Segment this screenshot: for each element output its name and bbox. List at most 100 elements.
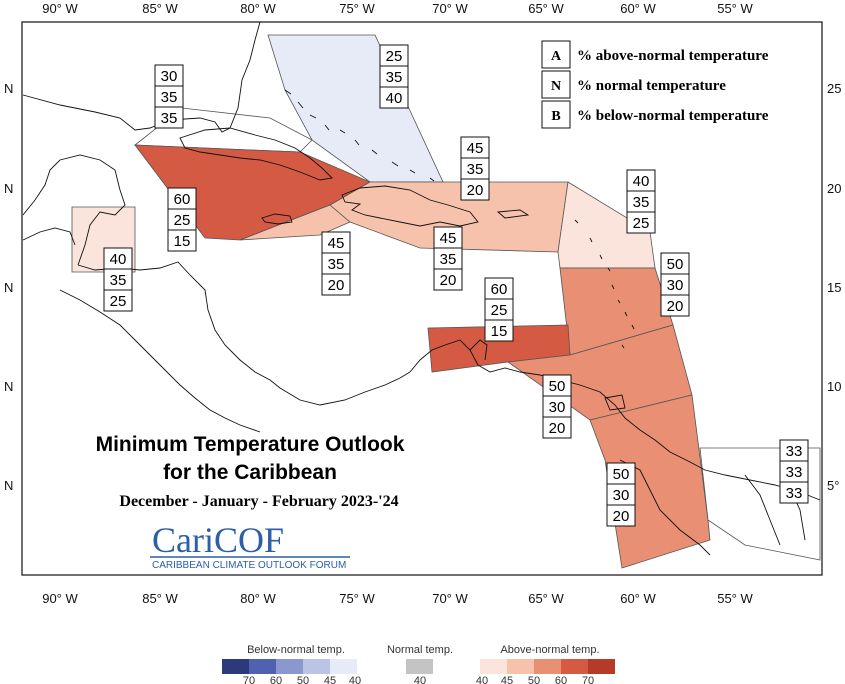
prob-below: 33 bbox=[786, 485, 803, 502]
prob-above: 45 bbox=[440, 230, 457, 247]
lat-tick-left: N bbox=[4, 181, 13, 196]
colorbar-tick: 70 bbox=[243, 675, 255, 684]
prob-below: 35 bbox=[161, 110, 178, 127]
colorbar-tick: 60 bbox=[270, 675, 282, 684]
colorbar-tick: 70 bbox=[582, 675, 594, 684]
prob-below: 20 bbox=[440, 272, 457, 289]
colorbar-tick: 40 bbox=[476, 675, 488, 684]
lat-tick-left: N bbox=[4, 280, 13, 295]
longitude-axis-top: 90° W 85° W 80° W 75° W 70° W 65° W 60° … bbox=[42, 1, 753, 16]
colorbar-swatch bbox=[588, 659, 615, 674]
logo-name: CariCOF bbox=[152, 520, 284, 560]
colorbar-swatch bbox=[222, 659, 249, 674]
prob-box-bahamas[interactable]: 25 35 40 bbox=[379, 44, 409, 109]
colorbar-swatch bbox=[480, 659, 507, 674]
prob-above: 60 bbox=[491, 281, 508, 298]
colorbar-swatch bbox=[561, 659, 588, 674]
lon-tick-bottom: 85° W bbox=[142, 591, 178, 606]
prob-normal: 30 bbox=[613, 487, 630, 504]
colorbar-tick: 60 bbox=[555, 675, 567, 684]
colorbar-swatch bbox=[303, 659, 330, 674]
colorbar-swatch bbox=[330, 659, 357, 674]
prob-box-turks-caicos[interactable]: 45 35 20 bbox=[460, 136, 490, 201]
colorbar-tick: 40 bbox=[349, 675, 361, 684]
prob-normal: 35 bbox=[110, 272, 127, 289]
lon-tick-bottom: 60° W bbox=[620, 591, 656, 606]
key-letter-above: A bbox=[551, 49, 562, 64]
prob-box-cuba[interactable]: 60 25 15 bbox=[167, 187, 197, 252]
prob-above: 40 bbox=[633, 173, 650, 190]
prob-normal: 35 bbox=[328, 256, 345, 273]
prob-above: 30 bbox=[161, 68, 178, 85]
colorbar-normal-label: Normal temp. bbox=[387, 644, 453, 656]
prob-below: 15 bbox=[174, 233, 191, 250]
key-letter-normal: N bbox=[551, 79, 561, 94]
map-title-line1: Minimum Temperature Outlook bbox=[96, 433, 405, 456]
prob-above: 50 bbox=[667, 256, 684, 273]
caricof-logo: CariCOF CARIBBEAN CLIMATE OUTLOOK FORUM bbox=[150, 520, 350, 571]
map-title-block: Minimum Temperature Outlook for the Cari… bbox=[96, 433, 405, 510]
prob-normal: 35 bbox=[467, 161, 484, 178]
prob-below: 20 bbox=[613, 508, 630, 525]
lon-tick-bottom: 75° W bbox=[339, 591, 375, 606]
lat-tick-left: N bbox=[4, 81, 13, 96]
longitude-axis-bottom: 90° W 85° W 80° W 75° W 70° W 65° W 60° … bbox=[42, 591, 753, 606]
colorbar-above-label: Above-normal temp. bbox=[500, 644, 599, 656]
key-text-above: % above-normal temperature bbox=[577, 48, 769, 64]
logo-subtitle: CARIBBEAN CLIMATE OUTLOOK FORUM bbox=[152, 560, 346, 571]
prob-box-jamaica[interactable]: 45 35 20 bbox=[321, 231, 351, 296]
lon-tick-bottom: 80° W bbox=[240, 591, 276, 606]
lon-tick-top: 80° W bbox=[240, 1, 276, 16]
prob-box-leewards[interactable]: 40 35 25 bbox=[626, 169, 656, 234]
lon-tick-bottom: 70° W bbox=[432, 591, 468, 606]
prob-above: 50 bbox=[613, 466, 630, 483]
prob-box-abc-islands[interactable]: 60 25 15 bbox=[484, 277, 514, 342]
colorbar-tick: 50 bbox=[528, 675, 540, 684]
prob-below: 20 bbox=[667, 298, 684, 315]
lat-tick-right: 5° bbox=[827, 478, 839, 493]
lon-tick-top: 70° W bbox=[432, 1, 468, 16]
colorbar-swatch bbox=[534, 659, 561, 674]
colorbar-tick: 45 bbox=[324, 675, 336, 684]
colorbar-tick: 45 bbox=[501, 675, 513, 684]
prob-normal: 35 bbox=[386, 69, 403, 86]
lat-tick-right: 10 bbox=[827, 379, 841, 394]
prob-below: 20 bbox=[467, 182, 484, 199]
lon-tick-top: 90° W bbox=[42, 1, 78, 16]
prob-normal: 33 bbox=[786, 464, 803, 481]
prob-above: 50 bbox=[549, 378, 566, 395]
prob-above: 25 bbox=[386, 48, 403, 65]
prob-box-gulf-north[interactable]: 30 35 35 bbox=[154, 64, 184, 129]
colorbar-swatch bbox=[276, 659, 303, 674]
key-text-below: % below-normal temperature bbox=[577, 108, 769, 124]
prob-box-french-guiana[interactable]: 33 33 33 bbox=[779, 439, 809, 504]
color-legend: Below-normal temp. Normal temp. Above-no… bbox=[222, 644, 615, 684]
prob-box-hispaniola[interactable]: 45 35 20 bbox=[433, 226, 463, 291]
prob-above: 45 bbox=[467, 140, 484, 157]
map-period: December - January - February 2023-'24 bbox=[119, 493, 398, 510]
prob-box-windwards[interactable]: 50 30 20 bbox=[660, 252, 690, 317]
lat-tick-right: 25 bbox=[827, 81, 841, 96]
prob-below: 20 bbox=[328, 277, 345, 294]
prob-box-guyana[interactable]: 50 30 20 bbox=[606, 462, 636, 527]
latitude-axis-right: 25 20 15 10 5° bbox=[827, 81, 841, 493]
lat-tick-left: N bbox=[4, 379, 13, 394]
coastlines bbox=[22, 21, 821, 556]
prob-normal: 25 bbox=[491, 302, 508, 319]
prob-box-belize[interactable]: 40 35 25 bbox=[103, 247, 133, 312]
latitude-axis-left: N N N N N bbox=[4, 81, 13, 493]
prob-box-trinidad[interactable]: 50 30 20 bbox=[542, 374, 572, 439]
key-text-normal: % normal temperature bbox=[577, 78, 726, 94]
lon-tick-bottom: 55° W bbox=[717, 591, 753, 606]
map-title-line2: for the Caribbean bbox=[163, 461, 337, 484]
lon-tick-top: 75° W bbox=[339, 1, 375, 16]
lon-tick-top: 55° W bbox=[717, 1, 753, 16]
probability-boxes: 25 35 40 30 35 35 60 25 15 40 35 25 45 3… bbox=[103, 44, 809, 527]
colorbar-below-label: Below-normal temp. bbox=[247, 644, 345, 656]
prob-normal: 35 bbox=[440, 251, 457, 268]
probability-key: A % above-normal temperature N % normal … bbox=[541, 40, 769, 129]
prob-normal: 25 bbox=[174, 212, 191, 229]
lat-tick-right: 15 bbox=[827, 280, 841, 295]
region-trinidad[interactable] bbox=[506, 324, 693, 421]
